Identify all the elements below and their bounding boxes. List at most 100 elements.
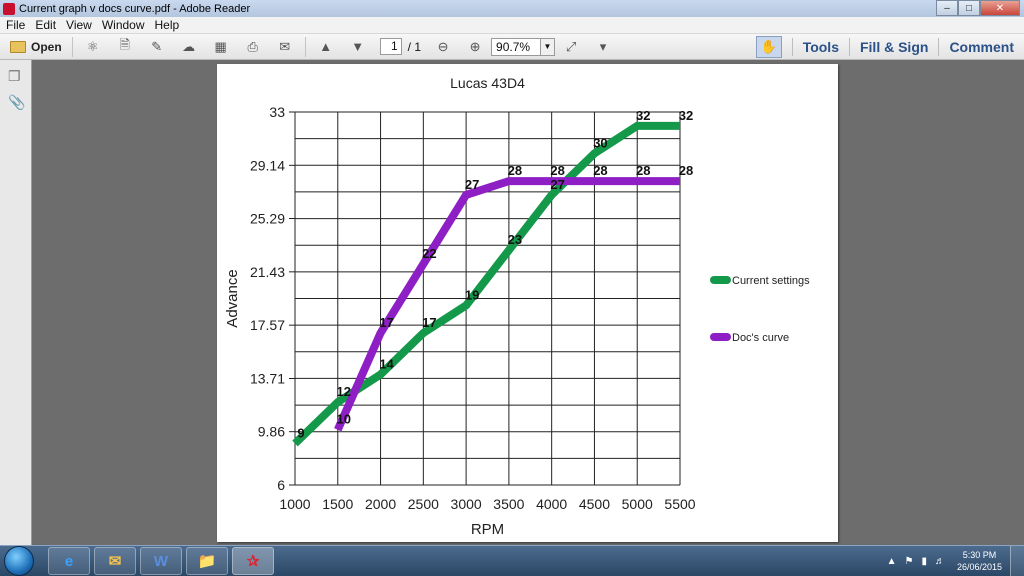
fit-page-icon[interactable]: ⤢ <box>565 38 577 54</box>
open-button[interactable]: Open <box>0 37 68 57</box>
x-tick-label: 2500 <box>408 496 439 512</box>
system-tray: ▲ ⚑ ▮ ♬ 5:30 PM 26/06/2015 <box>883 546 1024 576</box>
data-label: 14 <box>379 356 394 371</box>
menu-help[interactable]: Help <box>154 18 180 32</box>
y-tick-label: 33 <box>269 104 285 120</box>
x-tick-label: 1500 <box>322 496 353 512</box>
series-line-1 <box>334 177 680 432</box>
y-tick-label: 21.43 <box>250 264 285 280</box>
menu-bar: File Edit View Window Help <box>0 17 1024 34</box>
start-button[interactable] <box>4 546 34 576</box>
data-label: 9 <box>297 426 304 441</box>
x-tick-label: 2000 <box>365 496 396 512</box>
acrobat-icon <box>3 2 15 15</box>
x-tick-label: 4000 <box>536 496 567 512</box>
y-tick-label: 9.86 <box>258 424 285 440</box>
tab-separator <box>938 38 940 56</box>
y-tick-label: 29.14 <box>250 157 285 173</box>
y-tick-label: 25.29 <box>250 211 285 227</box>
taskbar: e ✉ W 📁 ✰ ▲ ⚑ ▮ ♬ 5:30 PM 26/06/2015 <box>0 545 1024 576</box>
show-desktop-button[interactable] <box>1010 546 1024 576</box>
data-label: 17 <box>379 315 393 330</box>
data-label: 30 <box>593 135 607 150</box>
x-axis-label: RPM <box>471 521 504 538</box>
line-chart: Lucas 43D4 1000 1500 2000 2500 3000 3500 4000 45… <box>224 75 810 538</box>
legend-label: Doc's curve <box>732 332 789 344</box>
x-tick-label: 5500 <box>664 496 695 512</box>
minimize-button[interactable]: – <box>936 0 958 16</box>
toolbar-separator <box>71 36 73 57</box>
upload-cloud-icon[interactable]: ☁ <box>182 38 196 54</box>
window-title: Current graph v docs curve.pdf - Adobe R… <box>19 2 251 15</box>
data-label: 27 <box>465 177 479 192</box>
zoom-out-icon[interactable]: ⊖ <box>437 38 449 54</box>
next-page-icon[interactable]: ▼ <box>351 39 365 54</box>
menu-view[interactable]: View <box>66 18 92 32</box>
attachments-icon[interactable]: 📎 <box>8 94 26 110</box>
data-label: 10 <box>337 412 351 427</box>
pdf-page: Lucas 43D4 1000 1500 2000 2500 3000 3500 4000 45… <box>217 64 838 542</box>
internet-explorer-icon[interactable]: e <box>48 547 90 575</box>
y-tick-label: 6 <box>277 477 285 493</box>
menu-file[interactable]: File <box>6 18 26 32</box>
toolbar-separator <box>304 36 306 57</box>
data-label: 27 <box>550 177 564 192</box>
window-controls: – □ ✕ <box>936 0 1020 16</box>
x-tick-label: 4500 <box>579 496 610 512</box>
maximize-button[interactable]: □ <box>958 0 980 16</box>
data-label: 17 <box>422 315 436 330</box>
toolbar-options-icon[interactable]: ▾ <box>599 38 607 54</box>
word-icon[interactable]: W <box>140 547 182 575</box>
page-thumbnails-icon[interactable]: ❐ <box>8 68 21 84</box>
save-icon[interactable]: ▦ <box>214 38 227 54</box>
tab-separator <box>791 38 793 56</box>
data-label: 28 <box>508 163 522 178</box>
outlook-icon[interactable]: ✉ <box>94 547 136 575</box>
menu-edit[interactable]: Edit <box>35 18 57 32</box>
tab-comment[interactable]: Comment <box>949 39 1014 55</box>
file-explorer-icon[interactable]: 📁 <box>186 547 228 575</box>
email-icon[interactable]: ✉ <box>279 38 291 54</box>
page-number-input[interactable]: 1 <box>379 38 402 55</box>
edit-pdf-icon[interactable]: ✎ <box>151 38 163 54</box>
y-axis-label: Advance <box>224 269 241 327</box>
data-label: 28 <box>679 163 693 178</box>
print-icon[interactable]: ⎙ <box>247 38 258 54</box>
zoom-dropdown-icon[interactable]: ▼ <box>541 37 556 56</box>
action-center-icon[interactable]: ⚑ <box>904 555 914 567</box>
data-label: 23 <box>508 232 522 247</box>
x-tick-label: 5000 <box>622 496 653 512</box>
menu-window[interactable]: Window <box>101 18 145 32</box>
network-icon[interactable]: ▮ <box>921 555 927 567</box>
close-button[interactable]: ✕ <box>980 0 1020 16</box>
zoom-in-icon[interactable]: ⊕ <box>469 38 481 54</box>
export-pdf-icon[interactable]: 🗎 <box>119 36 130 52</box>
data-label: 28 <box>636 163 650 178</box>
tab-separator <box>848 38 850 56</box>
show-hidden-icons-icon[interactable]: ▲ <box>886 555 897 567</box>
hand-tool-icon[interactable]: ✋ <box>755 36 782 58</box>
data-label: 19 <box>465 287 479 302</box>
previous-page-icon[interactable]: ▲ <box>319 39 333 54</box>
tab-fill-sign[interactable]: Fill & Sign <box>859 39 929 55</box>
tab-tools[interactable]: Tools <box>802 39 839 55</box>
folder-icon <box>10 40 26 53</box>
chart-title: Lucas 43D4 <box>450 75 525 91</box>
data-label: 28 <box>593 163 607 178</box>
navigation-pane: ❐ 📎 <box>0 60 32 545</box>
zoom-level-input[interactable]: 90.7% <box>491 37 542 56</box>
open-label: Open <box>31 39 62 54</box>
create-pdf-icon[interactable]: ⚛ <box>86 38 99 54</box>
data-label: 12 <box>337 384 351 399</box>
toolbar: Open ⚛ 🗎 ✎ ☁ ▦ ⎙ ✉ ▲ ▼ 1 / 1 ⊖ ⊕ 90.7% ▼… <box>0 34 1024 60</box>
data-label: 32 <box>636 108 650 123</box>
clock[interactable]: 5:30 PM 26/06/2015 <box>957 549 1002 573</box>
data-label: 22 <box>422 246 436 261</box>
clock-time: 5:30 PM <box>962 550 997 560</box>
title-bar: Current graph v docs curve.pdf - Adobe R… <box>0 0 1024 17</box>
task-pane-tabs: ✋ Tools Fill & Sign Comment <box>755 34 1024 60</box>
y-tick-label: 17.57 <box>250 317 285 333</box>
x-tick-label: 3500 <box>493 496 524 512</box>
volume-icon[interactable]: ♬ <box>934 555 945 567</box>
adobe-reader-icon[interactable]: ✰ <box>232 547 274 575</box>
